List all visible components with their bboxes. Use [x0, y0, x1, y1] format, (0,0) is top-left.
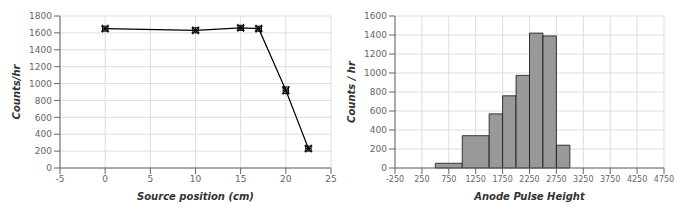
svg-text:4750: 4750: [654, 175, 674, 184]
svg-text:3750: 3750: [600, 175, 620, 184]
svg-text:4250: 4250: [627, 175, 647, 184]
svg-text:1400: 1400: [364, 30, 387, 40]
svg-text:1800: 1800: [29, 11, 52, 21]
svg-text:400: 400: [370, 125, 387, 135]
svg-text:200: 200: [370, 144, 387, 154]
svg-text:0: 0: [102, 174, 108, 184]
svg-text:1000: 1000: [364, 68, 387, 78]
svg-text:400: 400: [35, 129, 52, 139]
svg-text:800: 800: [35, 96, 52, 106]
svg-text:3250: 3250: [573, 175, 593, 184]
svg-text:1200: 1200: [364, 49, 387, 59]
svg-text:Anode Pulse Height: Anode Pulse Height: [473, 191, 586, 202]
svg-text:15: 15: [235, 174, 246, 184]
svg-text:0: 0: [46, 163, 52, 173]
svg-text:200: 200: [35, 146, 52, 156]
svg-text:1400: 1400: [29, 45, 52, 55]
svg-text:-5: -5: [56, 174, 65, 184]
svg-text:800: 800: [370, 87, 387, 97]
svg-text:1600: 1600: [364, 11, 387, 21]
svg-text:2250: 2250: [519, 175, 539, 184]
svg-text:5: 5: [147, 174, 153, 184]
svg-text:20: 20: [280, 174, 292, 184]
svg-text:-250: -250: [386, 175, 404, 184]
svg-text:Counts / hr: Counts / hr: [346, 60, 357, 123]
svg-text:0: 0: [381, 163, 387, 173]
svg-text:2750: 2750: [546, 175, 566, 184]
svg-text:1750: 1750: [492, 175, 512, 184]
svg-text:10: 10: [190, 174, 202, 184]
svg-text:Counts/hr: Counts/hr: [11, 63, 22, 119]
svg-text:1000: 1000: [29, 79, 52, 89]
svg-text:Source position (cm): Source position (cm): [137, 191, 254, 202]
svg-text:25: 25: [325, 174, 336, 184]
svg-text:1250: 1250: [466, 175, 486, 184]
svg-text:1200: 1200: [29, 62, 52, 72]
svg-text:600: 600: [370, 106, 387, 116]
svg-text:600: 600: [35, 113, 52, 123]
svg-text:1600: 1600: [29, 28, 52, 38]
svg-text:250: 250: [414, 175, 429, 184]
svg-text:750: 750: [441, 175, 456, 184]
